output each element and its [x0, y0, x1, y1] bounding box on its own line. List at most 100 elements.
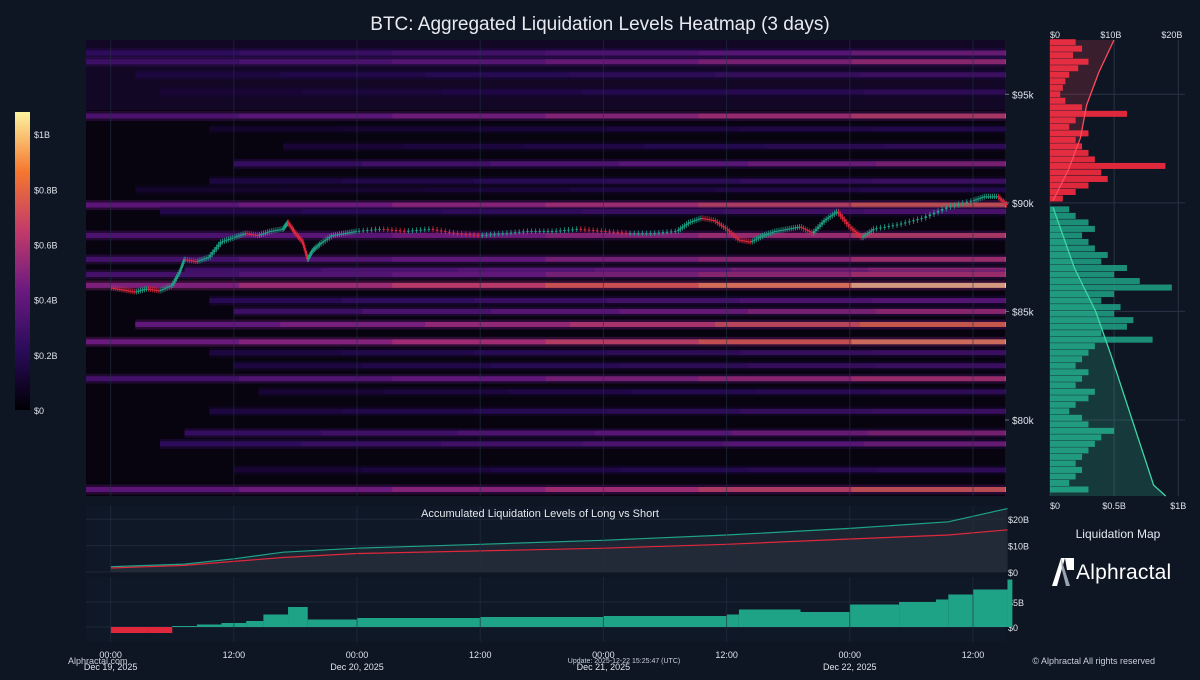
liq-map-long-bar [1050, 304, 1121, 311]
heatmap-band-segment [739, 408, 874, 414]
heatmap-band-segment [209, 408, 343, 414]
candle-body [190, 260, 193, 262]
candle-body [857, 233, 861, 236]
heatmap-band-segment [607, 408, 741, 414]
candle-body [697, 218, 701, 220]
heatmap-band-segment [570, 187, 717, 193]
heatmap-band-halo [159, 438, 1006, 449]
candle-body [875, 228, 878, 230]
heatmap-band-segment [851, 59, 1006, 65]
heatmap-band-segment [392, 272, 547, 278]
candle-body [354, 231, 358, 233]
heatmap-band-segment [851, 202, 1006, 208]
heatmap-band-segment [159, 209, 302, 215]
liq-map-long-bar [1050, 245, 1095, 252]
candle-body [587, 229, 591, 231]
candle-body [534, 231, 537, 233]
candle-body [217, 244, 220, 248]
candle-body [773, 231, 777, 233]
heatmap-band-segment [474, 178, 609, 184]
heatmap-band-halo [86, 48, 1005, 59]
candle-body [645, 233, 648, 235]
candle-body [575, 228, 578, 230]
candle-body [1005, 203, 1008, 206]
candle-body [932, 212, 936, 215]
candle-body [366, 230, 369, 231]
heatmap-band-segment [239, 232, 394, 238]
price-tick-label: $95k [1012, 90, 1035, 101]
candle-body [296, 234, 299, 237]
candle-body [945, 207, 948, 210]
candle-body [818, 224, 822, 227]
heatmap-band-segment [184, 430, 323, 436]
heatmap-band-segment [280, 72, 427, 78]
heatmap-band-segment [86, 256, 241, 262]
candle-body [321, 241, 325, 243]
candle-body [674, 231, 677, 233]
candle-body [687, 222, 690, 224]
heatmap-band-segment [233, 161, 364, 167]
heatmap-band-segment [715, 72, 862, 78]
candle-body [796, 227, 799, 229]
candle-body [866, 233, 869, 235]
colorbar-tick-label: $0.2B [34, 351, 58, 361]
candle-body [689, 221, 692, 223]
candle-body [679, 228, 682, 230]
candle-body [435, 229, 439, 231]
sub1-short-line-area [110, 529, 1008, 572]
brand-name: Alphractal [1076, 561, 1172, 584]
x-tick-date: Dec 21, 2025 [577, 662, 631, 672]
liq-map-long-bar [1050, 297, 1102, 304]
candle-body [753, 239, 756, 241]
candle-body [444, 231, 447, 233]
candle-body [302, 244, 306, 248]
sub2-area-step [196, 624, 222, 627]
candle-body [398, 230, 402, 232]
candle-body [188, 260, 191, 262]
candle-body [806, 230, 809, 232]
candle-body [546, 231, 550, 233]
heatmap-band-segment [698, 113, 853, 119]
heatmap-band-segment [300, 441, 443, 447]
candle-body [171, 283, 175, 286]
candle-body [149, 288, 152, 290]
candle-body [628, 233, 632, 235]
liq-map-short-cumulative [1052, 39, 1115, 201]
candle-body [833, 212, 836, 215]
candle-body [493, 233, 496, 235]
sub2-area-step [357, 618, 481, 627]
price-axis: $95k $90k $85k $80k [1005, 90, 1035, 427]
candle-body [608, 231, 611, 233]
candle-body [624, 232, 628, 234]
candle-body [317, 245, 320, 247]
candle-body [940, 209, 944, 211]
candle-body [851, 228, 855, 231]
candle-body [306, 257, 310, 260]
heatmap-band-segment [283, 143, 405, 149]
candle-body [724, 227, 727, 229]
candle-body [233, 236, 237, 238]
heatmap-band-segment [392, 256, 547, 262]
candle-body [505, 232, 509, 234]
heatmap-band-segment [876, 467, 1006, 473]
x-tick-date: Dec 19, 2025 [84, 662, 138, 672]
candle-body [501, 233, 504, 235]
candle-body [559, 230, 562, 232]
liq-map-long-bar [1050, 212, 1076, 219]
heatmap-band-segment [864, 89, 1006, 95]
heatmap-band-halo [283, 141, 1005, 152]
heatmap-band-segment [698, 202, 853, 208]
candle-body [563, 230, 566, 231]
candle-body [798, 226, 801, 228]
footer-left[interactable]: Alphractal.com [68, 656, 128, 666]
sub2-area-step [899, 602, 937, 627]
candle-body [137, 290, 140, 292]
candle-body [219, 241, 222, 245]
candle-body [683, 225, 686, 227]
x-tick-date: Dec 22, 2025 [823, 662, 877, 672]
heatmap-band-halo [209, 295, 1005, 306]
heatmap-band-segment [321, 267, 460, 273]
candle-body [920, 218, 923, 220]
candle-body [1002, 200, 1005, 203]
heatmap-band-segment [582, 441, 725, 447]
